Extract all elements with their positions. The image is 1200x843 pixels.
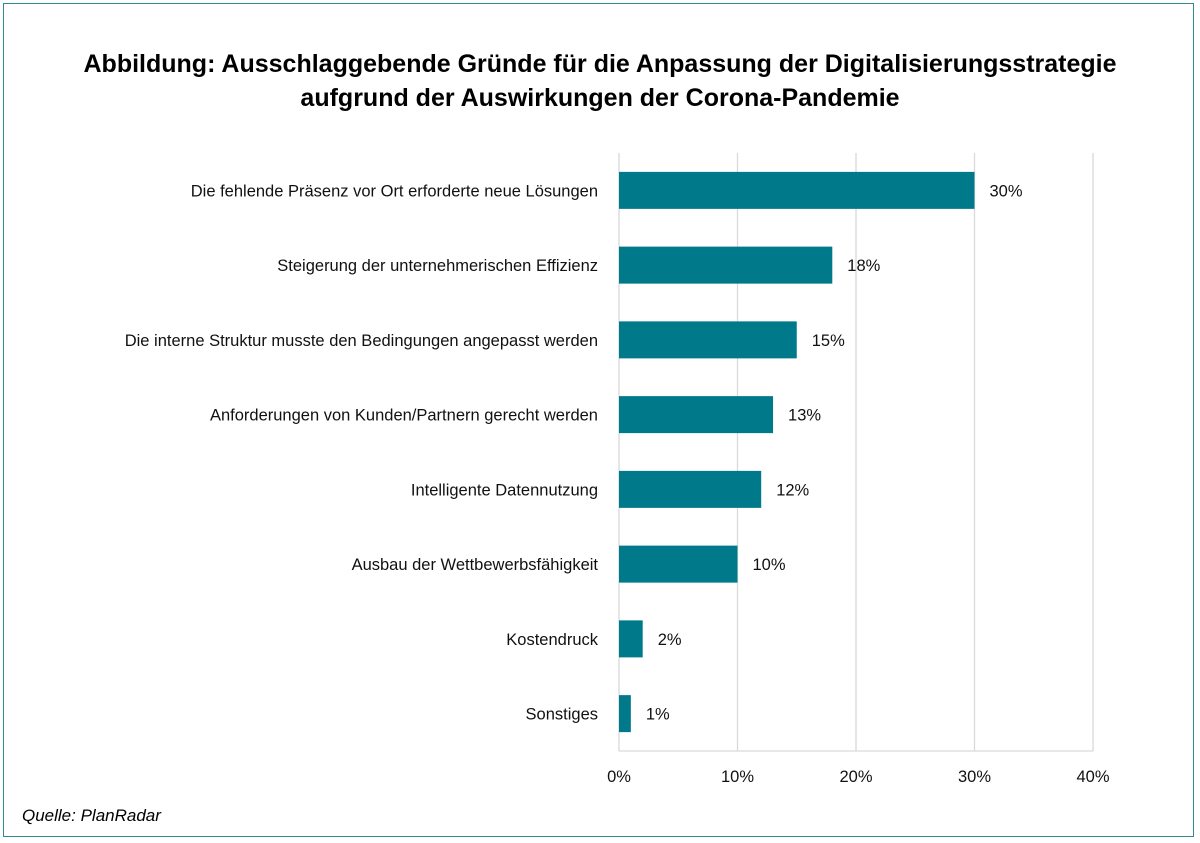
- x-tick-label: 10%: [721, 768, 754, 786]
- x-tick-label: 20%: [839, 768, 872, 786]
- category-label: Ausbau der Wettbewerbsfähigkeit: [352, 556, 599, 574]
- value-label: 2%: [658, 631, 682, 649]
- category-labels: Die fehlende Präsenz vor Ort erforderte …: [125, 182, 599, 723]
- bar: [619, 396, 774, 434]
- value-label: 18%: [847, 257, 880, 275]
- value-label: 30%: [990, 182, 1023, 200]
- bar: [619, 545, 738, 583]
- bar: [619, 620, 643, 658]
- bar: [619, 470, 762, 508]
- bar: [619, 695, 631, 733]
- bar: [619, 321, 797, 359]
- x-tick-label: 40%: [1076, 768, 1109, 786]
- value-label: 1%: [646, 706, 670, 724]
- category-label: Die fehlende Präsenz vor Ort erforderte …: [191, 182, 598, 200]
- x-tick-label: 0%: [607, 768, 631, 786]
- grid-lines: [618, 153, 1094, 752]
- category-label: Steigerung der unternehmerischen Effizie…: [277, 257, 598, 275]
- category-label: Anforderungen von Kunden/Partnern gerech…: [210, 407, 598, 425]
- category-label: Intelligente Datennutzung: [411, 481, 598, 499]
- chart-frame: [3, 3, 1194, 837]
- x-axis-tick-labels: 0% 10% 20% 30% 40%: [607, 768, 1110, 786]
- bar: [619, 171, 975, 209]
- bar: [619, 246, 833, 284]
- source-note: Quelle: PlanRadar: [22, 806, 161, 825]
- x-tick-label: 30%: [958, 768, 991, 786]
- chart-title-line-2: aufgrund der Auswirkungen der Corona-Pan…: [300, 84, 900, 112]
- category-label: Kostendruck: [506, 631, 598, 649]
- bars: [619, 171, 975, 733]
- value-label: 10%: [753, 556, 786, 574]
- chart-title: Abbildung: Ausschlaggebende Gründe für d…: [0, 47, 1200, 115]
- value-label: 12%: [776, 481, 809, 499]
- category-label: Die interne Struktur musste den Bedingun…: [125, 332, 598, 350]
- chart-title-line-1: Abbildung: Ausschlaggebende Gründe für d…: [83, 50, 1117, 78]
- category-label: Sonstiges: [526, 706, 598, 724]
- value-labels: 30% 18% 15% 13% 12% 10% 2% 1%: [646, 182, 1023, 723]
- value-label: 15%: [812, 332, 845, 350]
- value-label: 13%: [788, 407, 821, 425]
